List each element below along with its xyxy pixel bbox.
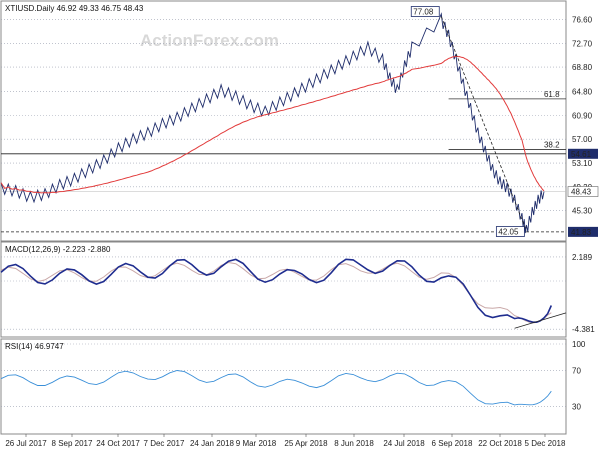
top-annotation-label: 77.08 [413,8,434,17]
price-pane-frame [0,0,567,242]
level-tag-label: 48.43 [571,188,592,197]
macd-pane-frame [0,241,567,338]
low-annotation-box [495,226,525,237]
rsi-pane-title: RSI(14) 46.9747 [5,342,64,351]
x-tick-label: 8 Jun 2018 [334,439,374,448]
x-tick-label: 5 Dec 2018 [525,439,566,448]
price-tick-label: 68.80 [572,63,593,72]
trendline [440,16,527,231]
price-tick-label: 60.90 [572,111,593,120]
price-pane-title: XTIUSD.Daily 46.92 49.33 46.75 48.43 [5,4,144,13]
fib-61-label: 61.8 [544,90,560,99]
price-series-line [0,12,545,234]
macd-tick-label: -4.381 [572,325,595,334]
rsi-tick-label: 30 [572,402,581,411]
price-tick-label: 72.70 [572,39,593,48]
price-tick-label: 76.60 [572,15,593,24]
x-tick-label: 7 Dec 2017 [144,439,185,448]
axis-layer: 76.6072.7068.8064.8060.9057.0053.1049.20… [5,15,599,448]
price-tick-label: 53.10 [572,159,593,168]
macd-tick-label: 2.189 [572,253,593,262]
macd-pane-title: MACD(12,26,9) -2.223 -2.880 [5,245,111,254]
x-tick-label: 25 Apr 2018 [284,439,328,448]
rsi-tick-label: 70 [572,367,581,376]
macd-line [0,258,553,324]
x-tick-label: 24 Jan 2018 [190,439,235,448]
price-tick-label: 45.30 [572,207,593,216]
x-tick-label: 9 Mar 2018 [236,439,277,448]
x-tick-label: 22 Oct 2018 [478,439,522,448]
rsi-line [0,370,552,406]
level-tag-label: 54.61 [571,150,592,159]
rsi-tick-label: 100 [572,340,586,349]
level-tag-box [567,186,599,197]
macd-signal-line [0,261,552,324]
level-tag-label: 41.83 [571,228,592,237]
x-tick-label: 6 Sep 2018 [432,439,473,448]
price-tick-label: 64.80 [572,88,593,97]
price-layer: 61.8 38.2 77.08 42.05 [0,6,566,237]
low-annotation-label: 42.05 [498,228,519,237]
macd-divergence-line [514,312,567,329]
top-annotation-box [410,6,440,17]
level-tag-box [568,148,598,159]
macd-layer [0,256,567,330]
x-tick-label: 24 Jul 2018 [383,439,425,448]
price-tick-label: 57.00 [572,135,593,144]
rsi-pane-frame [0,338,567,435]
rsi-layer [0,343,566,407]
moving-average-line [0,55,545,194]
x-tick-label: 8 Sep 2017 [52,439,93,448]
level-tag-box [568,226,598,237]
x-tick-label: 26 Jul 2017 [5,439,47,448]
fib-38-label: 38.2 [544,141,560,150]
watermark: ActionForex.com [140,31,279,50]
x-tick-label: 24 Oct 2017 [96,439,140,448]
